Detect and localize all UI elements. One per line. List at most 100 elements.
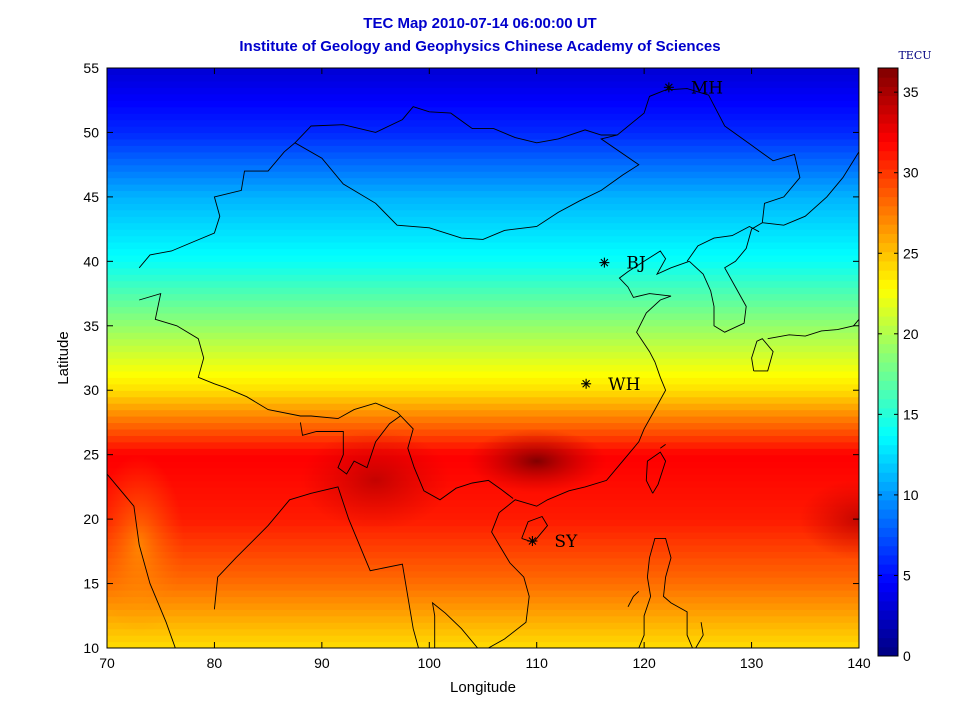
axes: 70 80 90 100 110 120 130 140 10 15 20 25 30 35 40 45 50 5… bbox=[83, 60, 870, 671]
coastline bbox=[762, 151, 859, 226]
coastline bbox=[107, 473, 176, 648]
colorbar-segment bbox=[878, 463, 898, 473]
coastline bbox=[660, 444, 666, 449]
colorbar-segment bbox=[878, 417, 898, 427]
tec-band bbox=[107, 486, 859, 494]
colorbar-segment bbox=[878, 545, 898, 556]
colorbar-segment bbox=[878, 196, 898, 207]
tec-band bbox=[107, 493, 859, 501]
tec-band bbox=[107, 602, 859, 610]
colorbar-unit-label: TECU bbox=[898, 49, 931, 62]
tec-band bbox=[107, 287, 859, 295]
tec-band bbox=[107, 222, 859, 230]
tec-band bbox=[107, 370, 859, 378]
tec-band bbox=[107, 184, 859, 192]
y-tick-label: 45 bbox=[83, 189, 99, 205]
coastline bbox=[695, 622, 704, 648]
tec-band bbox=[107, 177, 859, 185]
colorbar-segment bbox=[878, 398, 898, 409]
station-label: SY bbox=[554, 532, 578, 552]
tec-band bbox=[107, 248, 859, 256]
colorbar-tick-label: 15 bbox=[903, 406, 919, 422]
tec-band bbox=[107, 158, 859, 166]
colorbar-segment bbox=[878, 215, 898, 225]
tec-band bbox=[107, 113, 859, 121]
tec-band bbox=[107, 209, 859, 217]
colorbar-segment bbox=[878, 77, 898, 87]
coastline bbox=[431, 601, 478, 648]
colorbar-segment bbox=[878, 646, 898, 657]
coastline bbox=[488, 250, 690, 648]
tec-lobe bbox=[300, 430, 451, 531]
y-tick-label: 20 bbox=[83, 511, 99, 527]
tec-band bbox=[107, 635, 859, 643]
colorbar-segment bbox=[878, 380, 898, 391]
colorbar-segment bbox=[878, 628, 898, 639]
tec-band bbox=[107, 428, 859, 436]
tec-band bbox=[107, 390, 859, 398]
colorbar-segment bbox=[878, 371, 898, 381]
tec-band bbox=[107, 615, 859, 623]
tec-band bbox=[107, 564, 859, 572]
colorbar-segment bbox=[878, 288, 898, 299]
x-tick-label: 90 bbox=[314, 655, 330, 671]
chart-title: TEC Map 2010-07-14 06:00:00 UT bbox=[363, 15, 597, 32]
tec-band bbox=[107, 403, 859, 411]
colorbar-segment bbox=[878, 352, 898, 363]
colorbar-segment bbox=[878, 251, 898, 262]
colorbar-segment bbox=[878, 334, 898, 345]
x-axis-label: Longitude bbox=[450, 679, 516, 696]
tec-band bbox=[107, 87, 859, 95]
coastline bbox=[751, 338, 774, 372]
tec-band bbox=[107, 338, 859, 346]
colorbar-segment bbox=[878, 233, 898, 244]
y-tick-label: 10 bbox=[83, 640, 99, 656]
colorbar-segment bbox=[878, 518, 898, 528]
y-tick-label: 40 bbox=[83, 253, 99, 269]
tec-band bbox=[107, 422, 859, 430]
colorbar-segment bbox=[878, 159, 898, 170]
tec-band bbox=[107, 300, 859, 308]
colorbar-tick-label: 5 bbox=[903, 567, 911, 583]
tec-band bbox=[107, 345, 859, 353]
tec-band bbox=[107, 138, 859, 146]
tec-band bbox=[107, 525, 859, 533]
colorbar-segment bbox=[878, 490, 898, 501]
colorbar-segment bbox=[878, 279, 898, 289]
tec-band bbox=[107, 532, 859, 540]
colorbar-segment bbox=[878, 325, 898, 335]
tec-band bbox=[107, 132, 859, 140]
station-label: WH bbox=[608, 375, 640, 395]
colorbar: 0 5 10 15 20 25 30 35 bbox=[877, 67, 919, 664]
colorbar-tick-label: 25 bbox=[903, 245, 919, 261]
tec-peak bbox=[466, 429, 607, 494]
colorbar-segment bbox=[878, 123, 898, 133]
colorbar-segment bbox=[878, 343, 898, 354]
chart-subtitle: Institute of Geology and Geophysics Chin… bbox=[239, 38, 721, 55]
colorbar-segment bbox=[878, 150, 898, 161]
coastline bbox=[688, 222, 763, 333]
y-tick-label: 15 bbox=[83, 576, 99, 592]
colorbar-segment bbox=[878, 95, 898, 106]
tec-band bbox=[107, 512, 859, 520]
x-tick-label: 120 bbox=[632, 655, 656, 671]
colorbar-tick-label: 35 bbox=[903, 84, 919, 100]
colorbar-segment bbox=[878, 637, 898, 648]
coastline bbox=[299, 415, 401, 475]
tec-band bbox=[107, 254, 859, 262]
colorbar-segment bbox=[878, 444, 898, 455]
tec-band bbox=[107, 570, 859, 578]
colorbar-segment bbox=[878, 141, 898, 152]
tec-band bbox=[107, 216, 859, 224]
x-tick-label: 140 bbox=[847, 655, 871, 671]
tec-band bbox=[107, 145, 859, 153]
tec-band bbox=[107, 80, 859, 88]
colorbar-segment bbox=[878, 205, 898, 216]
coastline bbox=[638, 537, 693, 648]
tec-heatmap bbox=[107, 68, 859, 648]
tec-band bbox=[107, 557, 859, 565]
x-tick-label: 110 bbox=[526, 655, 549, 671]
tec-band bbox=[107, 538, 859, 546]
tec-band bbox=[107, 325, 859, 333]
